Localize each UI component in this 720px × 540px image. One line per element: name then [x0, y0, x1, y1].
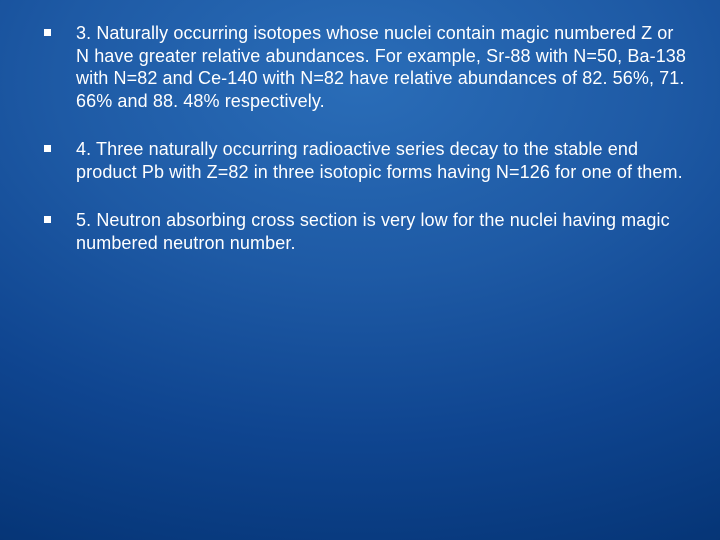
- square-bullet-icon: [44, 145, 51, 152]
- list-item: 4. Three naturally occurring radioactive…: [44, 138, 690, 183]
- bullet-list: 3. Naturally occurring isotopes whose nu…: [44, 22, 690, 254]
- list-item: 5. Neutron absorbing cross section is ve…: [44, 209, 690, 254]
- slide: 3. Naturally occurring isotopes whose nu…: [0, 0, 720, 540]
- list-item-text: 5. Neutron absorbing cross section is ve…: [76, 210, 670, 253]
- list-item-text: 4. Three naturally occurring radioactive…: [76, 139, 683, 182]
- list-item: 3. Naturally occurring isotopes whose nu…: [44, 22, 690, 112]
- list-item-text: 3. Naturally occurring isotopes whose nu…: [76, 23, 686, 111]
- square-bullet-icon: [44, 216, 51, 223]
- square-bullet-icon: [44, 29, 51, 36]
